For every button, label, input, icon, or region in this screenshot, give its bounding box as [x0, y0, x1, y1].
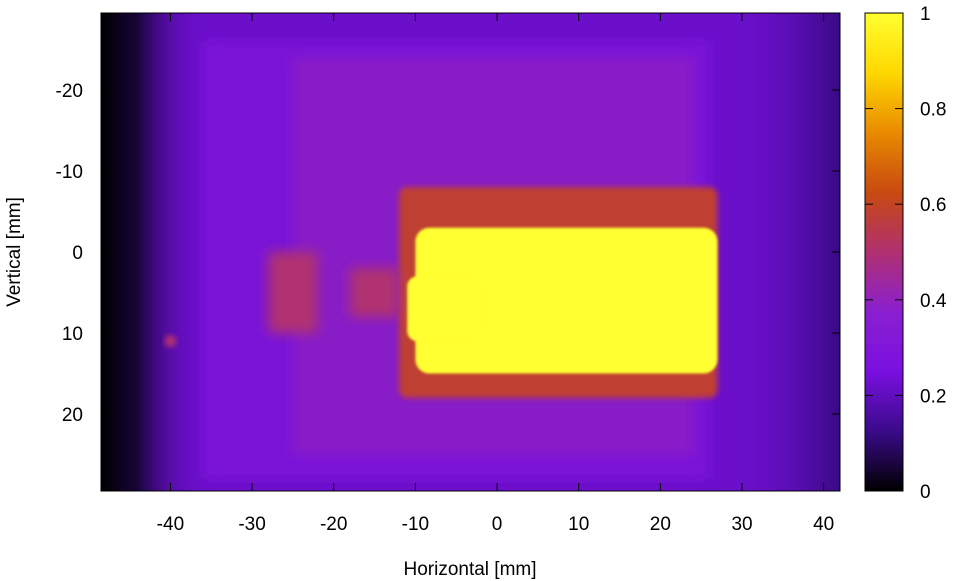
heatmap-image: [101, 13, 840, 491]
y-axis-ticks: -20 -10 0 10 20: [56, 81, 840, 426]
x-axis-label: Horizontal [mm]: [403, 559, 536, 580]
x-tick-label: 20: [650, 514, 671, 535]
heatmap-saturated-core: [415, 227, 718, 374]
x-tick-label: 40: [813, 514, 834, 535]
x-axis-ticks: -40 -30 -20 -10 0 10 20 30 40: [157, 13, 834, 535]
y-axis-label: Vertical [mm]: [4, 197, 25, 307]
heatmap-hot-spot: [164, 335, 177, 348]
colorbar: [864, 12, 904, 492]
heatmap-dark-edge: [101, 13, 204, 491]
y-tick-label: 20: [62, 405, 83, 426]
x-tick-label: -30: [238, 514, 265, 535]
x-tick-label: 30: [731, 514, 752, 535]
colorbar-tick-label: 0.8: [920, 100, 946, 121]
colorbar-tick-label: 0.4: [920, 291, 947, 312]
colorbar-tick-label: 0.6: [920, 195, 946, 216]
x-tick-label: -40: [157, 514, 184, 535]
y-tick-label: -20: [56, 81, 83, 102]
x-tick-label: 10: [568, 514, 589, 535]
x-tick-label: 0: [492, 514, 503, 535]
heatmap-saturated-core: [407, 276, 481, 342]
x-tick-label: -10: [402, 514, 429, 535]
colorbar-tick-label: 0: [920, 482, 931, 503]
x-tick-label: -20: [320, 514, 347, 535]
y-tick-label: 0: [72, 243, 83, 264]
heatmap-right-fade: [725, 13, 840, 491]
colorbar-tick-label: 0.2: [920, 386, 946, 407]
colorbar-ticks: 0 0.2 0.4 0.6 0.8 1: [865, 4, 947, 503]
y-tick-label: 10: [62, 324, 83, 345]
colorbar-tick-label: 1: [920, 4, 931, 25]
y-tick-label: -10: [56, 162, 83, 183]
